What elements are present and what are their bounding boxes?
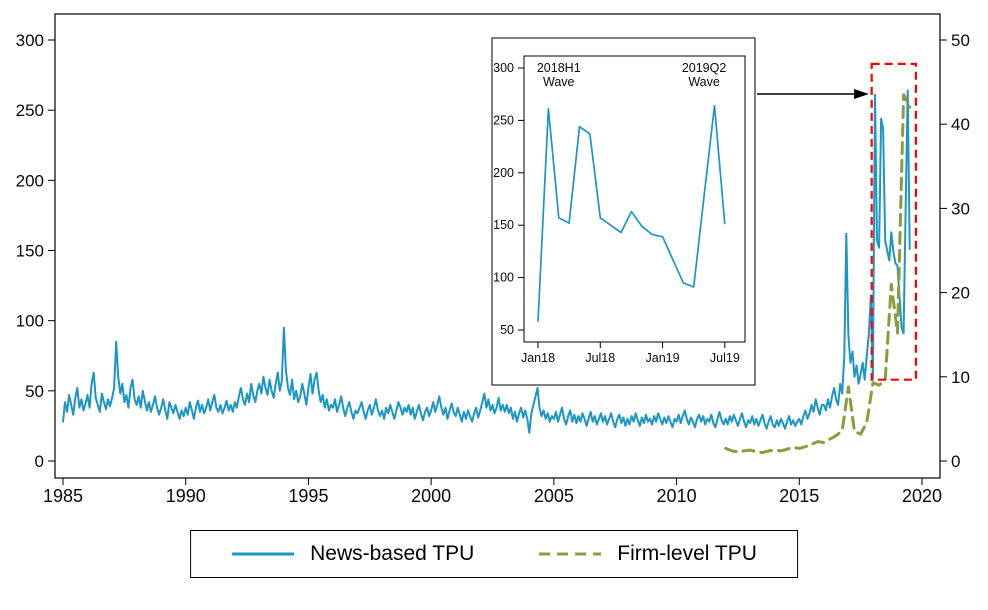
y-left-tick-label: 300 [16, 31, 44, 50]
x-tick-label: 1985 [43, 486, 83, 506]
inset-news-tpu-line [537, 104, 726, 322]
x-tick-label: 2020 [902, 486, 942, 506]
inset-x-tick-label: Jan19 [646, 351, 680, 365]
inset-y-tick-label: 150 [493, 218, 514, 232]
inset-x-tick-label: Jan18 [521, 351, 555, 365]
legend-item-firm: Firm-level TPU [538, 542, 757, 566]
firm-level-tpu-line [724, 93, 912, 455]
y-left-tick-label: 150 [16, 242, 44, 261]
y-right-tick-label: 20 [951, 284, 970, 303]
inset-panel [491, 37, 756, 386]
news-based-tpu-line [62, 89, 911, 434]
firm-line-sample-icon [539, 552, 602, 556]
y-left-tick-label: 200 [16, 171, 44, 190]
x-tick-label: 2005 [534, 486, 574, 506]
inset-y-tick-label: 200 [493, 166, 514, 180]
y-left-tick-label: 50 [25, 382, 44, 401]
inset-x-tick-label: Jul19 [710, 351, 740, 365]
arrow-head-icon [854, 89, 869, 99]
inset-y-tick-label: 50 [500, 323, 514, 337]
inset-annotation: Wave [688, 75, 720, 89]
x-tick-label: 1990 [166, 486, 206, 506]
inset-frame [523, 55, 746, 343]
y-left-tick-label: 100 [16, 312, 44, 331]
inset-annotation: 2019Q2 [682, 61, 727, 75]
y-right-tick-label: 40 [951, 115, 970, 134]
tpu-chart-canvas: 1985 1990 1995 2000 2005 2010 2015 202005010015… [16, 13, 970, 506]
y-left-tick-label: 250 [16, 101, 44, 120]
legend-item-news: News-based TPU [231, 542, 474, 566]
highlight-box [870, 62, 918, 381]
y-right-tick-label: 0 [951, 452, 960, 471]
chart-legend: News-based TPU Firm-level TPU [190, 530, 798, 578]
inset-x-tick-label: Jul18 [585, 351, 615, 365]
inset-annotation: Wave [543, 75, 575, 89]
y-right-tick-label: 10 [951, 368, 970, 387]
x-tick-label: 2015 [779, 486, 819, 506]
legend-label-news: News-based TPU [310, 542, 475, 565]
y-right-tick-label: 30 [951, 199, 970, 218]
x-tick-label: 2010 [657, 486, 697, 506]
plot-frame [54, 13, 941, 479]
legend-label-firm: Firm-level TPU [617, 542, 757, 565]
x-tick-label: 2000 [411, 486, 451, 506]
y-left-tick-label: 0 [35, 452, 44, 471]
inset-y-tick-label: 100 [493, 271, 514, 285]
inset-y-tick-label: 250 [493, 113, 514, 127]
inset-annotation: 2018H1 [537, 61, 581, 75]
x-tick-label: 1995 [288, 486, 328, 506]
inset-y-tick-label: 300 [493, 61, 514, 75]
y-right-tick-label: 50 [951, 31, 970, 50]
news-line-sample-icon [232, 552, 295, 556]
